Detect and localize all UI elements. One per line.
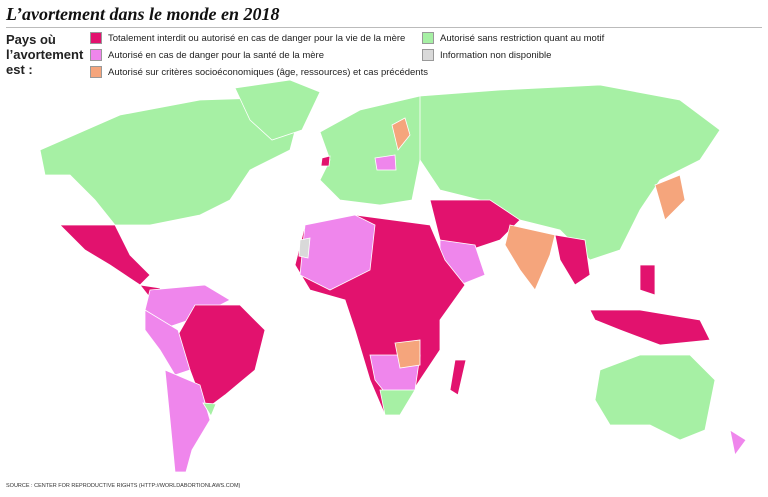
- legend-swatch: [422, 49, 434, 61]
- asia: [419, 84, 721, 261]
- western-sahara: [298, 237, 311, 259]
- philippines: [639, 264, 656, 296]
- west-africa: [299, 214, 376, 291]
- legend-item: Autorisé en cas de danger pour la santé …: [90, 49, 324, 61]
- legend-text: Totalement interdit ou autorisé en cas d…: [108, 32, 406, 44]
- title-rule: [6, 27, 762, 28]
- countries: [39, 79, 747, 473]
- legend-text: Autorisé sans restriction quant au motif: [440, 32, 605, 44]
- new-zealand: [729, 429, 747, 456]
- uruguay: [202, 402, 217, 417]
- north-america: [39, 97, 301, 226]
- mexico: [59, 224, 151, 286]
- madagascar: [449, 359, 467, 396]
- europe: [319, 95, 441, 206]
- japan: [654, 174, 686, 221]
- map-title: L’avortement dans le monde en 2018: [6, 4, 280, 24]
- south-africa: [379, 389, 416, 416]
- legend-swatch: [90, 66, 102, 78]
- legend-item: Totalement interdit ou autorisé en cas d…: [90, 32, 405, 44]
- ireland: [320, 155, 331, 167]
- source-note: SOURCE : CENTER FOR REPRODUCTIVE RIGHTS …: [6, 483, 241, 489]
- legend-label: Pays où l’avortement est :: [6, 32, 84, 77]
- indonesia: [589, 309, 711, 346]
- legend-swatch: [90, 32, 102, 44]
- india: [504, 224, 556, 291]
- legend-swatch: [422, 32, 434, 44]
- legend-text: Autorisé sur critères socioéconomiques (…: [108, 66, 428, 78]
- greenland: [234, 79, 321, 141]
- legend-text: Information non disponible: [440, 49, 552, 61]
- legend-swatch: [90, 49, 102, 61]
- australia: [594, 354, 716, 441]
- zambia: [394, 339, 421, 369]
- legend-text: Autorisé en cas de danger pour la santé …: [108, 49, 324, 61]
- poland: [374, 154, 397, 171]
- southeast-asia: [554, 234, 591, 286]
- legend-item: Autorisé sur critères socioéconomiques (…: [90, 66, 428, 78]
- legend-item: Autorisé sans restriction quant au motif: [422, 32, 604, 44]
- finland: [391, 117, 411, 151]
- legend-item: Information non disponible: [422, 49, 551, 61]
- southern-cone: [164, 369, 211, 473]
